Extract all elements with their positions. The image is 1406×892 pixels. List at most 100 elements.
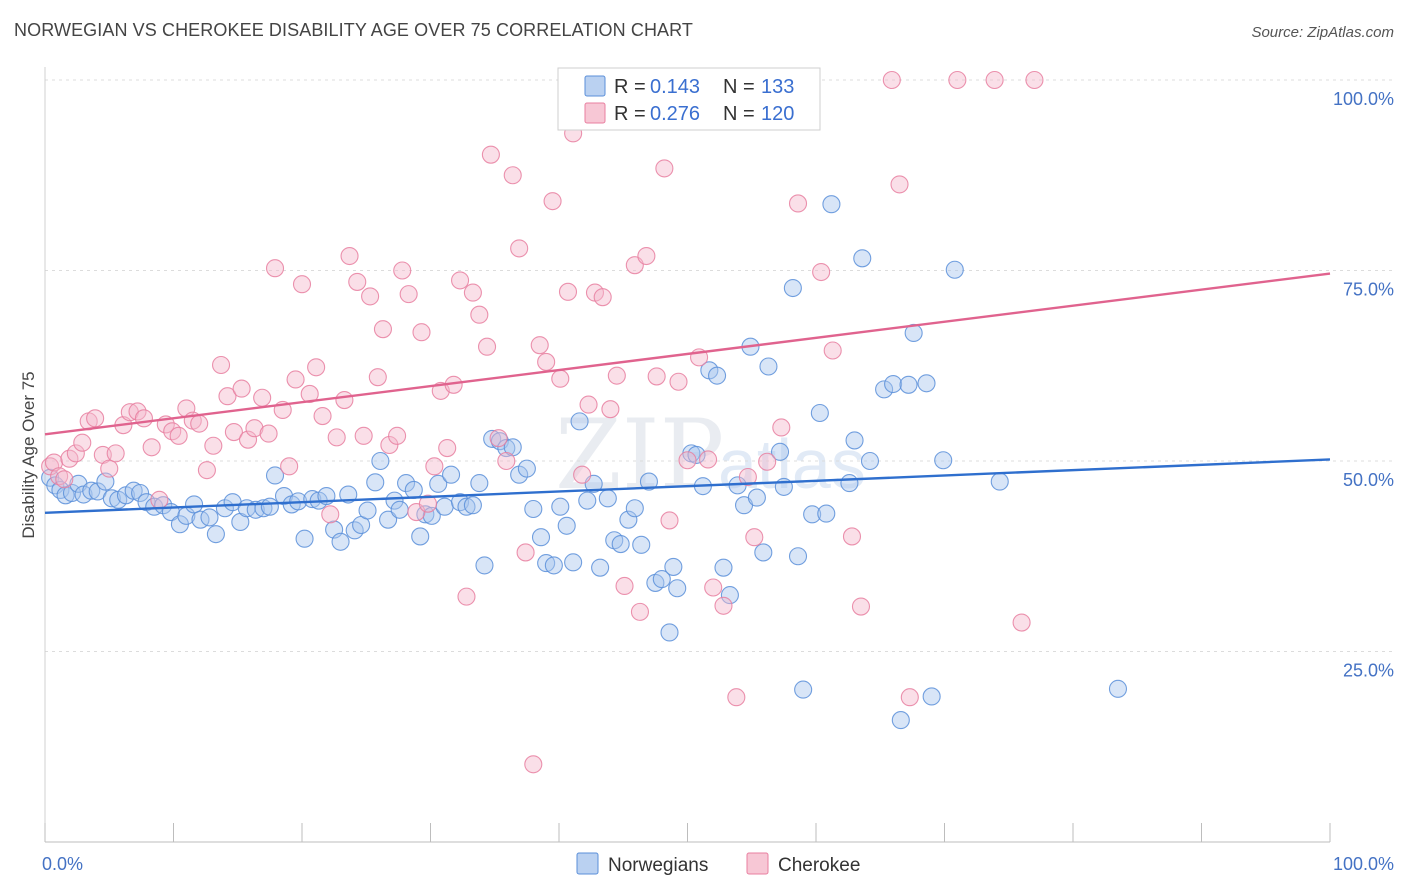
cherokee-point-111 <box>842 527 862 546</box>
cherokee-point-73 <box>524 755 543 774</box>
legend-r-value-norwegians: 0.143 <box>650 76 700 98</box>
cherokee-point-81 <box>579 395 598 414</box>
legend-r-label-cherokee: R = <box>614 103 646 125</box>
norwegians-point-62 <box>470 474 489 493</box>
cherokee-point-83 <box>593 288 612 307</box>
cherokee-point-64 <box>463 283 482 302</box>
cherokee-point-10 <box>100 459 119 478</box>
norwegians-point-49 <box>385 491 404 510</box>
legend-n-label-norwegians: N = <box>723 76 755 98</box>
cherokee-point-50 <box>373 320 393 339</box>
cherokee-point-49 <box>368 368 387 387</box>
legend-n-value-cherokee: 120 <box>761 103 794 125</box>
cherokee-point-88 <box>630 602 650 621</box>
x-axis-ticks <box>44 823 1331 842</box>
cherokee-point-53 <box>393 261 412 280</box>
cherokee-point-89 <box>637 246 656 266</box>
norwegians-point-42 <box>339 485 358 504</box>
norwegians-point-75 <box>557 516 576 535</box>
cherokee-point-15 <box>134 409 153 428</box>
norwegians-point-81 <box>598 489 617 508</box>
cherokee-point-54 <box>399 285 418 304</box>
cherokee-point-95 <box>678 451 697 470</box>
cherokee-point-69 <box>497 451 516 471</box>
norwegians-point-58 <box>442 465 461 484</box>
norwegians-point-120 <box>884 374 903 394</box>
norwegians-point-29 <box>246 500 265 519</box>
cherokee-point-109 <box>812 262 831 282</box>
norwegians-point-115 <box>840 474 859 493</box>
norwegians-point-121 <box>891 711 910 730</box>
cherokee-point-67 <box>481 145 500 164</box>
norwegians-point-24 <box>206 525 225 544</box>
trend-lines <box>44 272 1331 515</box>
norwegians-point-113 <box>817 504 836 523</box>
cherokee-point-65 <box>470 305 489 324</box>
norwegians-point-114 <box>822 195 841 214</box>
cherokee-point-78 <box>558 282 578 301</box>
norwegians-point-111 <box>803 505 822 524</box>
cherokee-point-2 <box>50 467 69 486</box>
cherokee-point-36 <box>280 457 299 476</box>
cherokee-point-97 <box>699 450 718 469</box>
norwegians-point-103 <box>747 488 766 507</box>
cherokee-point-66 <box>477 337 497 356</box>
cherokee-point-118 <box>1012 613 1031 632</box>
cherokee-point-46 <box>348 272 367 291</box>
cherokee-point-40 <box>307 358 326 377</box>
cherokee-point-101 <box>738 467 757 487</box>
norwegians-point-117 <box>853 249 872 268</box>
norwegians-point-53 <box>411 527 430 546</box>
norwegians-point-98 <box>714 558 733 577</box>
cherokee-point-37 <box>286 370 305 389</box>
cherokee-point-5 <box>66 444 85 463</box>
norwegians-point-61 <box>463 496 482 515</box>
cherokee-point-47 <box>354 426 373 445</box>
cherokee-point-14 <box>128 402 147 421</box>
norwegians-point-51 <box>397 474 416 493</box>
norwegians-point-122 <box>899 375 918 394</box>
norwegians-point-14 <box>131 483 150 503</box>
cherokee-point-24 <box>197 461 216 480</box>
norwegians-point-48 <box>379 510 398 529</box>
cherokee-point-33 <box>259 424 278 443</box>
norwegians-point-36 <box>295 529 314 548</box>
norwegians-point-128 <box>990 472 1009 491</box>
norwegians-point-66 <box>497 438 516 458</box>
cherokee-point-117 <box>985 70 1004 90</box>
series-legend-swatch-cherokee <box>746 852 769 875</box>
cherokee-point-71 <box>510 239 529 258</box>
norwegians-point-7 <box>82 481 101 500</box>
cherokee-point-74 <box>530 336 549 355</box>
norwegians-point-47 <box>371 451 390 471</box>
y-tick-label-75: 75.0% <box>1343 280 1394 300</box>
y-tick-label-25: 25.0% <box>1343 661 1394 681</box>
cherokee-point-112 <box>851 597 871 616</box>
norwegians-point-84 <box>619 510 638 529</box>
cherokee-trend-line <box>44 272 1331 436</box>
cherokee-point-107 <box>788 194 808 213</box>
norwegians-point-110 <box>794 680 813 699</box>
norwegians-point-4 <box>62 483 82 503</box>
norwegians-point-46 <box>366 473 385 492</box>
norwegians-point-74 <box>551 497 570 516</box>
cherokee-point-113 <box>882 70 901 90</box>
cherokee-point-28 <box>224 422 243 442</box>
norwegians-point-108 <box>783 278 802 298</box>
norwegians-point-37 <box>303 490 322 509</box>
cherokee-point-114 <box>890 175 909 194</box>
cherokee-point-48 <box>361 287 380 306</box>
cherokee-point-1 <box>44 453 64 472</box>
legend-n-value-norwegians: 133 <box>761 76 794 98</box>
norwegians-point-91 <box>664 557 683 576</box>
x-tick-label-max: 100.0% <box>1333 854 1394 874</box>
cherokee-point-102 <box>745 528 764 547</box>
cherokee-point-58 <box>425 457 444 476</box>
cherokee-point-92 <box>655 159 674 178</box>
norwegians-point-89 <box>652 570 671 589</box>
cherokee-point-115 <box>900 688 919 707</box>
norwegians-point-60 <box>457 497 476 516</box>
norwegians-point-99 <box>720 586 739 605</box>
cherokee-point-86 <box>615 576 634 596</box>
